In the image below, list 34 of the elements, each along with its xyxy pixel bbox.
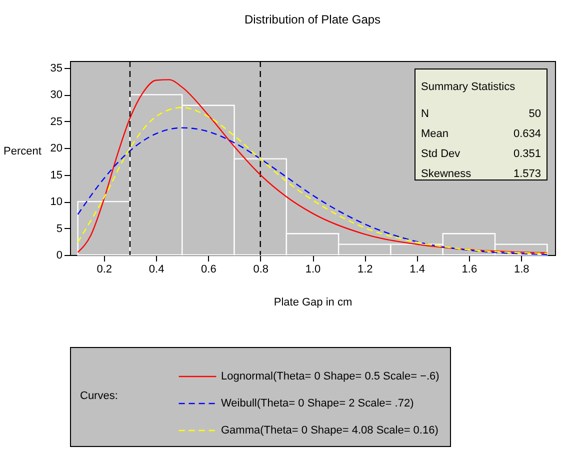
x-tick-label: 0.4 (148, 264, 164, 276)
legend-label: Lognormal(Theta= 0 Shape= 0.5 Scale= −.6) (221, 370, 440, 382)
y-tick-label: 10 (50, 196, 62, 208)
y-tick-label: 30 (50, 89, 62, 102)
x-tick-label: 0.8 (253, 264, 268, 276)
x-tick-label: 1.2 (358, 264, 373, 276)
legend-label: Weibull(Theta= 0 Shape= 2 Scale= .72) (221, 398, 414, 410)
legend-title: Curves: (80, 390, 118, 402)
legend-label: Gamma(Theta= 0 Shape= 4.08 Scale= 0.16) (221, 424, 438, 436)
annotation: N (421, 108, 429, 120)
y-tick-label: 25 (50, 116, 62, 128)
annotation: 0.634 (513, 128, 541, 140)
x-tick-label: 0.6 (201, 264, 216, 276)
annotation: Skewness (421, 168, 472, 180)
x-tick-label: 0.2 (96, 264, 112, 276)
line-series (77, 79, 548, 254)
chart-title: Distribution of Plate Gaps (244, 12, 381, 26)
annotation: Mean (421, 128, 449, 140)
x-tick-label: 1.4 (410, 264, 425, 276)
annotation: Std Dev (421, 148, 461, 160)
x-tick-label: 1.8 (514, 264, 530, 276)
annotation: Summary Statistics (421, 81, 516, 93)
annotation: 50 (528, 108, 541, 120)
y-tick-label: 20 (50, 142, 62, 155)
x-tick-label: 1.0 (305, 264, 321, 276)
y-axis-title: Percent (4, 146, 42, 158)
y-tick-label: 0 (56, 250, 62, 262)
y-tick-label: 5 (56, 222, 62, 235)
y-tick-label: 15 (50, 169, 62, 182)
y-tick-label: 35 (50, 62, 62, 74)
x-axis-title: Plate Gap in cm (274, 296, 352, 308)
annotation: 0.351 (513, 148, 541, 160)
annotation: 1.573 (513, 168, 541, 180)
x-tick-label: 1.6 (462, 264, 478, 276)
